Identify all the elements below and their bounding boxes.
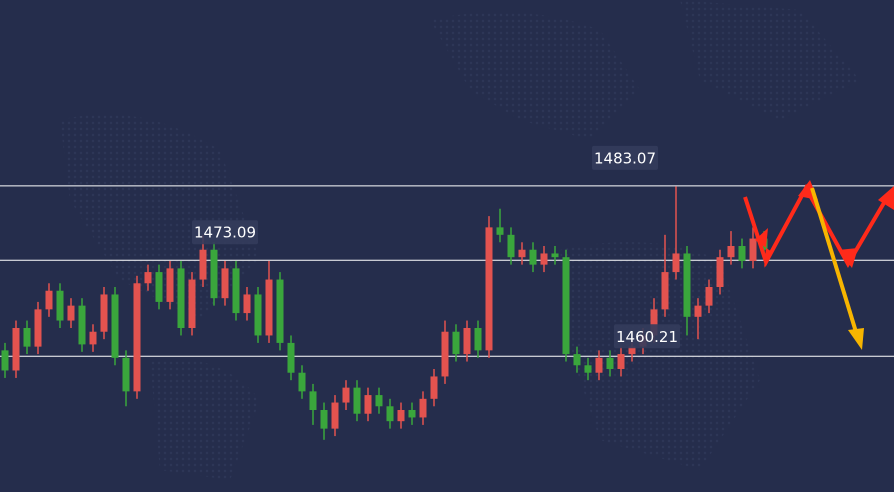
candle-body [518,249,526,258]
candle-body [155,272,163,302]
red-arrowhead [878,186,894,210]
label-box [614,324,680,349]
yellow-arrow [810,187,858,333]
level-labels: 1483.07 1473.09 1460.21 [192,145,680,349]
candle-body [166,268,174,302]
level-label: 1473.09 [194,224,256,242]
candle-body [738,246,746,261]
candle-body [617,354,625,369]
candle-body [188,279,196,328]
level-label: 1483.07 [594,149,656,167]
candle-body [386,406,394,422]
candle-body [628,346,636,355]
candle-body [397,410,405,422]
candle-body [100,294,108,332]
candle-body [452,331,460,355]
candle-body [265,279,273,336]
yellow-arrowhead [848,328,864,350]
candle-body [474,328,482,351]
candle-body [485,227,493,351]
candle-body [12,328,20,371]
candle-body [661,272,669,310]
candle-body [573,354,581,366]
candle-body [34,309,42,347]
candle-body [463,328,471,355]
candle-body [221,268,229,299]
candle-body [320,410,328,429]
candle-body [67,305,75,321]
candle-body [595,357,603,373]
candle-body [683,253,691,317]
candle-body [353,387,361,414]
candle-body [331,402,339,429]
candle-body [562,257,570,355]
candle-body [309,391,317,410]
candle-body [694,305,702,317]
candle-body [1,350,9,371]
candle-body [177,268,185,328]
label-box [192,220,258,245]
candle-body [78,305,86,345]
red-arrowhead [755,228,772,268]
candle-body [276,279,284,343]
candle-body [342,387,350,403]
candle-body [441,331,449,377]
candle-body [606,357,614,369]
candle-body [419,398,427,418]
candle-body [232,268,240,314]
candle-body [111,294,119,358]
level-label: 1460.21 [616,328,678,346]
candle-body [496,227,504,235]
candle-body [529,249,537,265]
candle-body [584,365,592,373]
candle-body [298,372,306,392]
forecast-arrows [743,180,894,350]
label-box [592,145,658,170]
candle-body [243,294,251,314]
candle-body [430,376,438,399]
candle-body [705,287,713,306]
candle-body [408,410,416,418]
candle-body [364,395,372,414]
candle-body [144,272,152,284]
candle-body [89,331,97,345]
candle-body [716,257,724,287]
candle-body [287,342,295,373]
candle-body [210,249,218,299]
candle-body [254,294,262,336]
candle-body [749,238,757,261]
candle-body [375,395,383,407]
candle-body [507,234,515,258]
candle-body [45,290,53,310]
candle-body [122,357,130,392]
red-arrowhead [838,248,858,268]
candle-body [540,253,548,265]
candle-body [727,246,735,258]
candle-body [56,290,64,321]
candle-body [133,283,141,392]
candle-body [199,249,207,280]
candles [1,186,768,440]
candle-body [650,309,658,336]
candle-body [672,253,680,273]
candle-body [551,253,559,258]
candle-body [23,328,31,347]
